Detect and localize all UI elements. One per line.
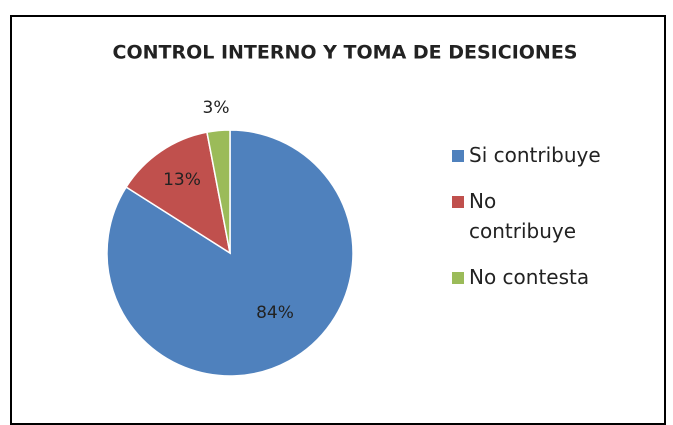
- chart-title: CONTROL INTERNO Y TOMA DE DESICIONES: [113, 42, 578, 64]
- legend-swatch: [452, 196, 464, 208]
- legend-label: No contribuye: [469, 189, 577, 243]
- pie-slice: [125, 131, 232, 255]
- legend-item: No contesta: [452, 262, 602, 292]
- pie-slice: [206, 129, 231, 254]
- legend-label: Si contribuye: [469, 143, 601, 167]
- legend-label: No contesta: [469, 265, 590, 289]
- legend: Si contribuye No contribuye No contesta: [452, 140, 602, 308]
- chart: CONTROL INTERNO Y TOMA DE DESICIONES 84%…: [106, 42, 578, 377]
- legend-item: No contribuye: [452, 186, 602, 246]
- data-label: 3%: [203, 98, 230, 118]
- page: {"chart_data": {"type": "pie", "title": …: [10, 15, 666, 425]
- legend-item: Si contribuye: [452, 140, 602, 170]
- data-label: 84%: [256, 303, 294, 323]
- legend-swatch: [452, 150, 464, 162]
- legend-swatch: [452, 272, 464, 284]
- data-label: 13%: [163, 170, 201, 190]
